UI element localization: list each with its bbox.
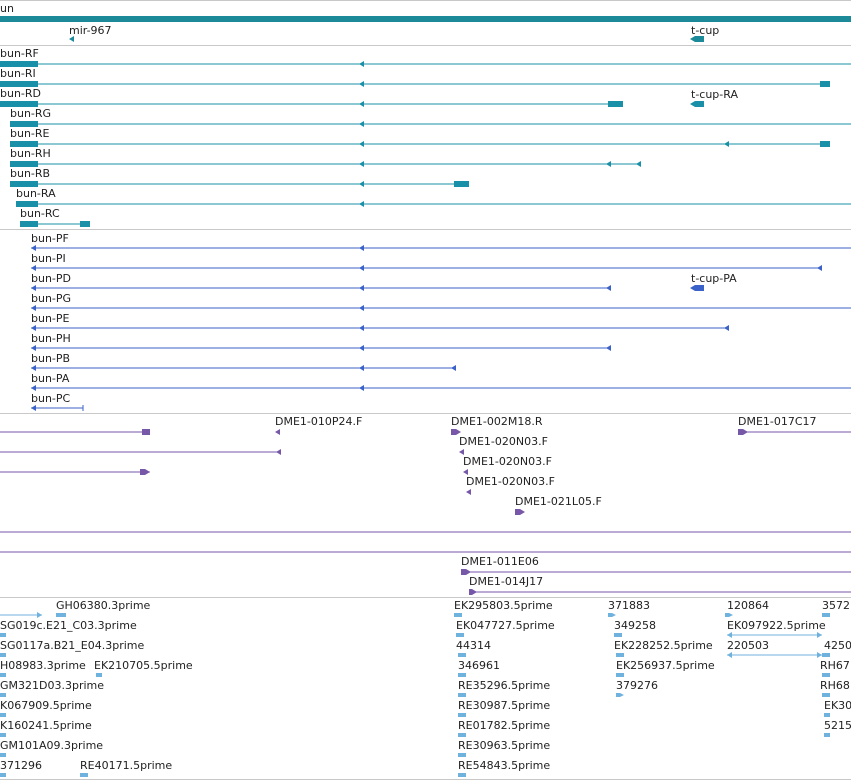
protein-row-bun-PC[interactable]: [31, 405, 84, 411]
gene-label-un[interactable]: un: [0, 2, 14, 15]
clone-label[interactable]: DME1-002M18.R: [451, 415, 543, 428]
est-label[interactable]: EK047727.5prime: [456, 619, 555, 632]
est-label[interactable]: RE35296.5prime: [458, 679, 551, 692]
est-label[interactable]: 379276: [616, 679, 658, 692]
t-cup-gene-glyph[interactable]: [690, 36, 704, 42]
protein-label[interactable]: bun-PG: [31, 292, 72, 305]
est-label[interactable]: RE40171.5prime: [80, 759, 173, 772]
mir-967-arrow[interactable]: [69, 36, 74, 42]
est-label[interactable]: RH67: [820, 659, 850, 672]
clone-label[interactable]: DME1-014J17: [469, 575, 544, 588]
clone-label[interactable]: DME1-017C17: [738, 415, 817, 428]
protein-label[interactable]: bun-PA: [31, 372, 70, 385]
transcript-label[interactable]: bun-RC: [20, 207, 60, 220]
gene-label-mir-967[interactable]: mir-967: [69, 24, 112, 37]
est-label[interactable]: GM101A09.3prime: [0, 739, 104, 752]
clone-rows[interactable]: [0, 429, 851, 595]
clone-label[interactable]: DME1-020N03.F: [466, 475, 555, 488]
transcript-row-bun-RE[interactable]: [10, 141, 830, 147]
transcript-label[interactable]: bun-RB: [10, 167, 51, 180]
top-border: [0, 0, 851, 1]
transcript-row-bun-RF[interactable]: [0, 61, 851, 67]
clone-label[interactable]: DME1-020N03.F: [463, 455, 552, 468]
gene-bar-un[interactable]: [0, 16, 851, 22]
est-label[interactable]: 371296: [0, 759, 42, 772]
est-label[interactable]: RH68: [820, 679, 850, 692]
protein-row-bun-PG[interactable]: [31, 305, 851, 311]
est-label[interactable]: SG0117a.B21_E04.3prime: [0, 639, 145, 652]
protein-row-bun-PB[interactable]: [31, 365, 456, 371]
est-label[interactable]: K067909.5prime: [0, 699, 92, 712]
est-label[interactable]: GH06380.3prime: [56, 599, 151, 612]
transcript-row-bun-RH[interactable]: [10, 161, 641, 167]
track-separator: [0, 45, 851, 46]
est-label[interactable]: RE54843.5prime: [458, 759, 551, 772]
protein-row-bun-PF[interactable]: [31, 245, 851, 251]
est-label[interactable]: 371883: [608, 599, 650, 612]
est-label[interactable]: EK210705.5prime: [94, 659, 193, 672]
est-label[interactable]: RE30987.5prime: [458, 699, 551, 712]
protein-row-bun-PD[interactable]: [31, 285, 704, 291]
est-label[interactable]: EK295803.5prime: [454, 599, 553, 612]
protein-label[interactable]: bun-PF: [31, 232, 69, 245]
clone-label[interactable]: DME1-011E06: [461, 555, 539, 568]
transcript-row-bun-RA[interactable]: [16, 201, 851, 207]
protein-label[interactable]: bun-PH: [31, 332, 71, 345]
est-label[interactable]: RE01782.5prime: [458, 719, 551, 732]
est-label[interactable]: RE30963.5prime: [458, 739, 551, 752]
est-rows[interactable]: [0, 612, 830, 777]
est-label[interactable]: H08983.3prime: [0, 659, 86, 672]
est-label[interactable]: EK228252.5prime: [614, 639, 713, 652]
est-label[interactable]: SG019c.E21_C03.3prime: [0, 619, 137, 632]
transcript-row-bun-RD[interactable]: [0, 101, 704, 107]
bottom-border: [0, 779, 851, 780]
est-label[interactable]: 346961: [458, 659, 500, 672]
gene-label-t-cup[interactable]: t-cup: [691, 24, 720, 37]
protein-row-bun-PA[interactable]: [31, 385, 851, 391]
transcript-label[interactable]: bun-RA: [16, 187, 56, 200]
transcript-row-bun-RG[interactable]: [10, 121, 851, 127]
transcript-label[interactable]: bun-RH: [10, 147, 51, 160]
est-label[interactable]: EK256937.5prime: [616, 659, 715, 672]
track-separator: [0, 413, 851, 414]
protein-label[interactable]: bun-PC: [31, 392, 71, 405]
transcript-row-bun-RB[interactable]: [10, 181, 469, 187]
transcript-label[interactable]: bun-RE: [10, 127, 50, 140]
transcript-label[interactable]: bun-RF: [0, 47, 39, 60]
est-label[interactable]: K160241.5prime: [0, 719, 92, 732]
est-label[interactable]: 5215: [824, 719, 851, 732]
clone-label[interactable]: DME1-010P24.F: [275, 415, 363, 428]
clone-label[interactable]: DME1-020N03.F: [459, 435, 548, 448]
transcript-label[interactable]: bun-RD: [0, 87, 42, 100]
transcript-label[interactable]: t-cup-RA: [691, 88, 738, 101]
track-separator: [0, 597, 851, 598]
clone-label[interactable]: DME1-021L05.F: [515, 495, 602, 508]
est-label[interactable]: 120864: [727, 599, 769, 612]
est-label[interactable]: 4250: [824, 639, 851, 652]
protein-label[interactable]: t-cup-PA: [691, 272, 737, 285]
transcript-label[interactable]: bun-RI: [0, 67, 36, 80]
est-label[interactable]: 44314: [456, 639, 491, 652]
protein-label[interactable]: bun-PB: [31, 352, 71, 365]
protein-row-bun-PI[interactable]: [31, 265, 822, 271]
est-label[interactable]: GM321D03.3prime: [0, 679, 105, 692]
protein-label[interactable]: bun-PI: [31, 252, 66, 265]
protein-row-bun-PE[interactable]: [31, 325, 729, 331]
est-label[interactable]: 3572: [822, 599, 850, 612]
est-label[interactable]: EK30: [824, 699, 851, 712]
protein-label[interactable]: bun-PE: [31, 312, 70, 325]
est-label[interactable]: EK097922.5prime: [727, 619, 826, 632]
transcript-row-bun-RI[interactable]: [0, 81, 830, 87]
protein-row-bun-PH[interactable]: [31, 345, 611, 351]
transcript-label[interactable]: bun-RG: [10, 107, 52, 120]
protein-label[interactable]: bun-PD: [31, 272, 71, 285]
est-label[interactable]: 349258: [614, 619, 656, 632]
est-label[interactable]: 220503: [727, 639, 769, 652]
transcript-row-bun-RC[interactable]: [20, 221, 90, 227]
track-separator: [0, 229, 851, 230]
